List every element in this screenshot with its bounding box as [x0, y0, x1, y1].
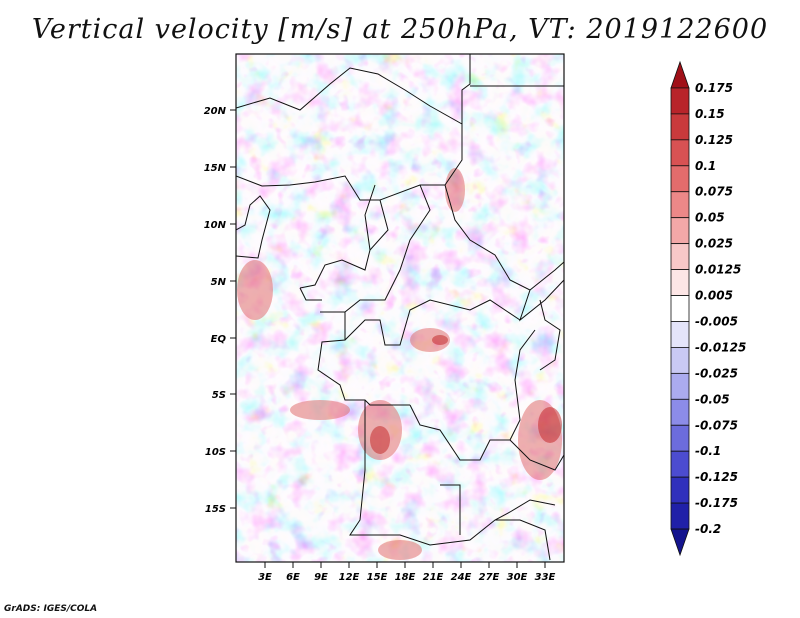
- lon-tick-15e: 15E: [367, 562, 388, 583]
- lon-tick-18e: 18E: [395, 562, 416, 583]
- colorbar-swatch: [670, 60, 690, 89]
- colorbar-label: 0.175: [695, 81, 733, 95]
- colorbar-label: 0.1: [695, 159, 716, 173]
- lat-tick-10n: 10N: [204, 220, 236, 231]
- colorbar-swatch: [670, 476, 690, 504]
- colorbar: 0.175 0.15 0.125 0.1 0.075 0.05 0.025 0.0125 0.0…: [670, 60, 746, 557]
- lat-tick-10s: 10S: [205, 447, 236, 458]
- lon-tick-21e: 21E: [423, 562, 444, 583]
- colorbar-label: -0.025: [695, 366, 738, 380]
- lon-tick-24e: 24E: [451, 562, 472, 583]
- colorbar-swatch: [670, 347, 690, 374]
- lat-label-15n: 15N: [204, 163, 227, 174]
- country-borders: [236, 54, 564, 561]
- colorbar-label: -0.075: [695, 418, 738, 432]
- colorbar-label: 0.125: [695, 133, 733, 147]
- lat-tick-15n: 15N: [204, 163, 236, 174]
- colorbar-swatch: [670, 87, 690, 115]
- lat-label-5s: 5S: [212, 390, 226, 401]
- lat-tick-15s: 15S: [205, 504, 236, 515]
- colorbar-label: 0.005: [695, 289, 733, 303]
- colorbar-label: -0.2: [695, 522, 721, 536]
- lon-label-6e: 6E: [286, 572, 300, 583]
- velocity-field: [236, 54, 564, 562]
- map-title: Vertical velocity [m/s] at 250hPa, VT: 2…: [31, 14, 769, 45]
- lat-label-5n: 5N: [211, 277, 227, 288]
- colorbar-label: -0.175: [695, 496, 738, 510]
- colorbar-swatch: [670, 165, 690, 193]
- colorbar-label: 0.025: [695, 237, 733, 251]
- lon-tick-33e: 33E: [535, 562, 556, 583]
- colorbar-swatch: [670, 243, 690, 270]
- colorbar-swatch: [670, 295, 690, 322]
- colorbar-label: -0.05: [695, 392, 730, 406]
- colorbar-swatch: [670, 528, 690, 557]
- colorbar-swatch: [670, 502, 690, 530]
- colorbar-label: 0.05: [695, 211, 725, 225]
- lon-tick-6e: 6E: [286, 562, 300, 583]
- colorbar-swatch: [670, 321, 690, 348]
- colorbar-label: -0.005: [695, 314, 738, 328]
- colorbar-label: -0.0125: [695, 340, 746, 354]
- lon-label-3e: 3E: [258, 572, 272, 583]
- lat-label-eq: EQ: [211, 334, 227, 345]
- lon-label-30e: 30E: [507, 572, 528, 583]
- colorbar-swatch: [670, 139, 690, 167]
- lon-label-15e: 15E: [367, 572, 388, 583]
- colorbar-label: -0.1: [695, 444, 721, 458]
- colorbar-swatch: [670, 372, 690, 400]
- lon-label-24e: 24E: [451, 572, 472, 583]
- lon-tick-30e: 30E: [507, 562, 528, 583]
- lat-label-15s: 15S: [205, 504, 226, 515]
- map-frame: [235, 53, 565, 563]
- lat-tick-5s: 5S: [212, 390, 236, 401]
- lon-label-33e: 33E: [535, 572, 556, 583]
- lat-tick-5n: 5N: [211, 277, 236, 288]
- lon-tick-27e: 27E: [479, 562, 500, 583]
- colorbar-swatch: [670, 450, 690, 478]
- longitude-axis: 3E 6E 9E 12E 15E 18E 21E 24E 27E 30E 33E: [258, 562, 556, 583]
- grads-credit: GrADS: IGES/COLA: [4, 604, 98, 614]
- lon-label-9e: 9E: [314, 572, 328, 583]
- lat-label-10s: 10S: [205, 447, 226, 458]
- latitude-axis: 20N 15N 10N 5N EQ 5S 10S 15S: [204, 106, 236, 515]
- lat-tick-20n: 20N: [204, 106, 236, 117]
- lon-label-18e: 18E: [395, 572, 416, 583]
- lon-tick-12e: 12E: [339, 562, 360, 583]
- colorbar-swatch: [670, 398, 690, 426]
- lon-tick-3e: 3E: [258, 562, 272, 583]
- colorbar-swatch: [670, 113, 690, 141]
- colorbar-swatch: [670, 269, 690, 296]
- colorbar-label: -0.125: [695, 470, 738, 484]
- lon-label-27e: 27E: [479, 572, 500, 583]
- lat-label-10n: 10N: [204, 220, 227, 231]
- colorbar-label: 0.075: [695, 185, 733, 199]
- colorbar-label: 0.0125: [695, 263, 741, 277]
- colorbar-swatch: [670, 217, 690, 245]
- colorbar-label: 0.15: [695, 107, 725, 121]
- colorbar-swatch: [670, 424, 690, 452]
- lon-label-12e: 12E: [339, 572, 360, 583]
- lon-label-21e: 21E: [423, 572, 444, 583]
- lat-label-20n: 20N: [204, 106, 227, 117]
- colorbar-swatch: [670, 191, 690, 219]
- lon-tick-9e: 9E: [314, 562, 328, 583]
- lat-tick-eq: EQ: [211, 334, 236, 345]
